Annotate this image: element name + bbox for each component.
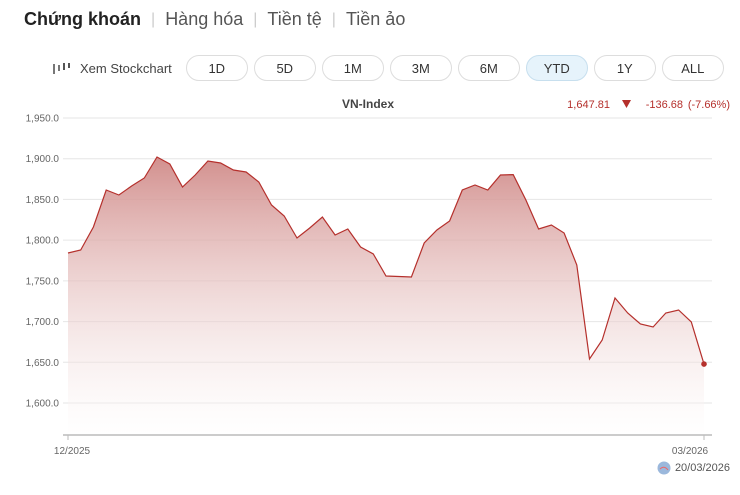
area-fill [68,157,704,435]
y-tick-label: 1,600.0 [26,399,60,410]
globe-icon [657,461,671,475]
range-button-1y[interactable]: 1Y [593,55,656,81]
range-button-ytd[interactable]: YTD [525,55,588,81]
divider: | [253,10,258,28]
vn-index-chart: 1,950.0 1,900.0 1,850.0 1,800.0 1,750.0 1,700… [26,97,730,457]
down-arrow-icon [622,100,631,108]
quote: 1,647.81 -136.68 (-7.66%) [567,99,730,111]
y-tick-label: 1,650.0 [26,358,60,369]
market-tabs: Chứng khoán | Hàng hóa | Tiền tệ | Tiền … [24,9,405,30]
toolbar: Xem Stockchart 1D 5D 1M 3M 6M YTD 1Y ALL [52,55,730,81]
footer: 20/03/2026 [657,461,730,475]
tab-commodities[interactable]: Hàng hóa [165,9,244,29]
series-line [67,156,705,365]
range-button-6m[interactable]: 6M [457,55,520,81]
range-button-1d[interactable]: 1D [185,55,248,81]
divider: | [151,10,156,28]
footer-date: 20/03/2026 [674,462,730,474]
tab-crypto[interactable]: Tiền ảo [345,9,406,29]
last-point [701,361,707,367]
tab-stocks[interactable]: Chứng khoán [24,9,142,29]
change-pct: (-7.66%) [688,99,730,111]
stockchart-link[interactable]: Xem Stockchart [52,61,172,76]
change: -136.68 [646,99,683,111]
divider: | [331,10,336,28]
range-button-5d[interactable]: 5D [253,55,316,81]
price: 1,647.81 [567,99,610,111]
x-tick-label: 12/2025 [54,446,91,457]
y-tick-label: 1,900.0 [26,154,60,165]
y-tick-label: 1,850.0 [26,195,60,206]
y-tick-label: 1,750.0 [26,276,60,287]
y-tick-label: 1,950.0 [26,114,60,125]
y-tick-label: 1,800.0 [26,236,60,247]
range-button-all[interactable]: ALL [661,55,724,81]
candlestick-icon [53,63,70,74]
y-tick-label: 1,700.0 [26,317,60,328]
range-button-1m[interactable]: 1M [321,55,384,81]
tab-currency[interactable]: Tiền tệ [267,9,322,29]
range-button-3m[interactable]: 3M [389,55,452,81]
stockchart-label: Xem Stockchart [80,60,172,76]
x-tick-label: 03/2026 [672,446,709,457]
chart-title: VN-Index [342,97,394,111]
